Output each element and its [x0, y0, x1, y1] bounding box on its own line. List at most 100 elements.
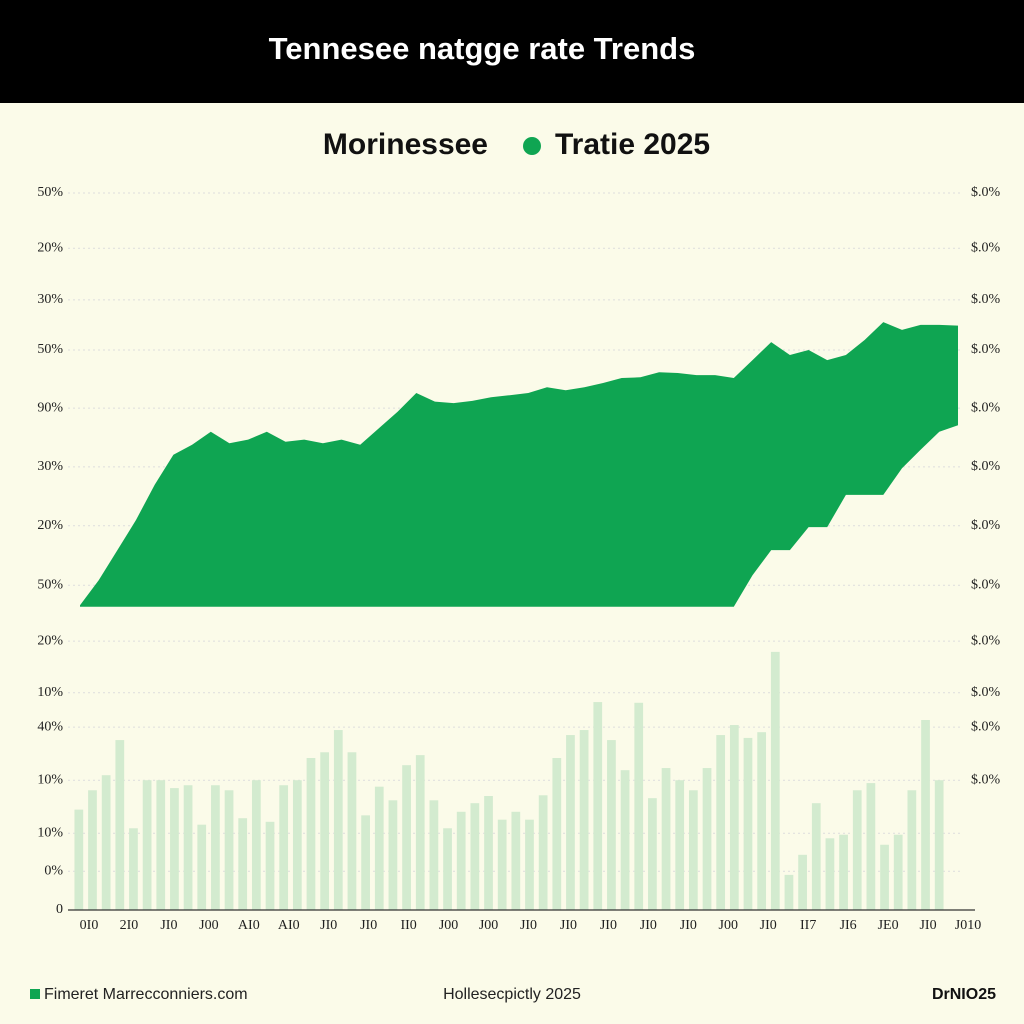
y2-tick-label: $.0%	[971, 400, 1001, 415]
bar	[142, 780, 152, 910]
bar	[443, 828, 452, 910]
y2-tick-label: $.0%	[971, 459, 1001, 474]
x-tick-label: JI0	[640, 918, 657, 933]
bar	[74, 809, 84, 910]
bar	[688, 790, 698, 910]
y2-tick-label: $.0%	[971, 633, 1001, 648]
bar	[798, 854, 807, 910]
x-tick-label: II7	[800, 918, 816, 933]
y-tick-label: 0%	[44, 864, 63, 879]
bar	[934, 780, 944, 910]
bar	[211, 785, 220, 910]
bar	[251, 780, 261, 910]
bar	[757, 732, 767, 910]
y-tick-label: 20%	[37, 518, 63, 533]
bar	[593, 702, 603, 910]
bar	[333, 730, 343, 910]
x-tick-label: JI0	[600, 918, 617, 933]
y2-tick-label: $.0%	[971, 185, 1001, 200]
y2-tick-label: $.0%	[971, 719, 1001, 734]
bar	[456, 811, 466, 910]
bar	[265, 821, 275, 910]
bar	[306, 757, 316, 910]
bar	[825, 838, 835, 910]
x-tick-label: JI0	[560, 918, 577, 933]
x-tick-label: 0I0	[80, 918, 99, 933]
bar	[238, 818, 248, 910]
x-tick-label: J00	[199, 918, 218, 933]
x-tick-label: JE0	[878, 918, 899, 933]
y-tick-label: 50%	[37, 185, 63, 200]
bar	[552, 757, 562, 910]
x-tick-label: 2I0	[120, 918, 139, 933]
bar	[88, 790, 97, 910]
bar	[866, 783, 876, 910]
bar	[224, 790, 234, 910]
x-tick-label: J00	[479, 918, 498, 933]
y-tick-label: 50%	[37, 577, 63, 592]
bar	[566, 735, 575, 910]
x-tick-label: JI0	[160, 918, 177, 933]
bar	[170, 788, 179, 910]
footer-center: Hollesecpictly 2025	[443, 986, 581, 1003]
chart-title: Tennesee natgge rate Trends	[269, 31, 696, 66]
y-tick-label: 0	[56, 902, 63, 917]
bar	[320, 752, 330, 910]
bar	[784, 874, 794, 910]
x-tick-label: JI0	[360, 918, 377, 933]
x-tick-label: JI0	[520, 918, 537, 933]
bar	[402, 765, 411, 910]
y2-tick-label: $.0%	[971, 577, 1001, 592]
bar	[101, 775, 111, 910]
bar	[525, 819, 534, 910]
y2-tick-label: $.0%	[971, 342, 1001, 357]
y-tick-label: 90%	[37, 400, 63, 415]
bar	[374, 786, 384, 910]
bar	[811, 803, 821, 910]
bar	[893, 834, 903, 910]
x-tick-label: AI0	[238, 918, 260, 933]
y-tick-label: 30%	[37, 459, 63, 474]
bar	[484, 795, 493, 910]
y2-tick-label: $.0%	[971, 772, 1001, 787]
y-tick-label: 10%	[37, 772, 63, 787]
y2-tick-label: $.0%	[971, 240, 1001, 255]
x-tick-label: J00	[719, 918, 738, 933]
bar	[511, 811, 521, 910]
bar	[729, 725, 739, 910]
x-tick-label: JI0	[680, 918, 697, 933]
bar	[839, 834, 848, 910]
y-tick-label: 10%	[37, 685, 63, 700]
bar	[183, 785, 193, 910]
bar	[661, 768, 671, 910]
y-tick-label: 20%	[37, 240, 63, 255]
x-tick-label: J010	[955, 918, 981, 933]
bar	[415, 755, 425, 910]
bar	[716, 735, 726, 910]
bar	[743, 737, 753, 910]
bar	[156, 780, 166, 910]
y-tick-label: 30%	[37, 292, 63, 307]
bar	[579, 730, 589, 910]
title-bar	[0, 0, 1024, 103]
bar	[470, 803, 480, 910]
bar	[648, 798, 657, 910]
bar	[197, 824, 207, 910]
x-tick-label: JI0	[919, 918, 936, 933]
chart-subtitle: Morinessee	[323, 128, 488, 161]
bar	[620, 770, 630, 910]
bar	[388, 800, 398, 910]
bar	[921, 719, 930, 910]
bar	[607, 740, 616, 910]
bar	[702, 768, 712, 910]
legend-label: Tratie 2025	[555, 128, 710, 161]
x-tick-label: JI0	[320, 918, 337, 933]
x-tick-label: AI0	[278, 918, 300, 933]
y-tick-label: 40%	[37, 719, 63, 734]
y2-tick-label: $.0%	[971, 685, 1001, 700]
x-tick-label: JI0	[760, 918, 777, 933]
bar	[129, 828, 138, 910]
bar	[538, 795, 548, 910]
bar	[497, 819, 507, 910]
